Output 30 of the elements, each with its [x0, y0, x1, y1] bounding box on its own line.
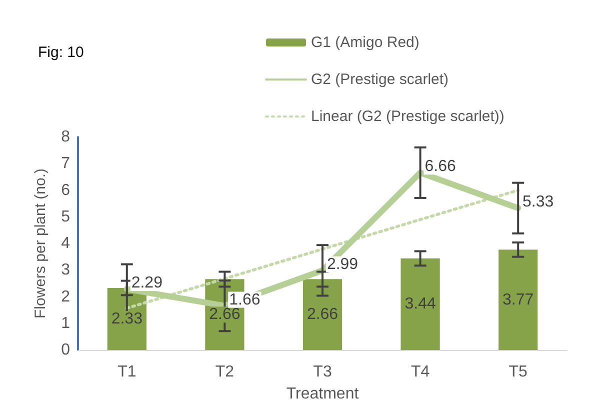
x-tick-label: T2 — [215, 364, 234, 380]
chart-title: Fig: 10 — [38, 44, 84, 61]
y-tick-label: 0 — [61, 342, 70, 358]
x-axis-title: Treatment — [286, 386, 360, 402]
x-tick-label: T1 — [118, 364, 136, 380]
y-tick-label: 8 — [61, 128, 70, 146]
y-tick-label: 2 — [61, 288, 70, 306]
x-tick-label: T3 — [313, 364, 332, 380]
legend-label: Linear (G2 (Prestige scarlet)) — [311, 108, 504, 125]
data-label: 6.66 — [424, 158, 456, 176]
x-tick-label: T5 — [508, 364, 528, 380]
x-tick-label: T4 — [410, 364, 430, 380]
y-tick-label: 5 — [61, 208, 70, 226]
y-tick-label: 1 — [61, 314, 70, 332]
data-label: 5.33 — [522, 194, 554, 211]
data-label: 2.29 — [131, 274, 163, 292]
y-tick-label: 3 — [61, 262, 70, 279]
y-axis-title: Flowers per plant (no.) — [32, 168, 49, 319]
y-tick-label: 6 — [61, 182, 70, 199]
data-label: 3.44 — [404, 296, 436, 313]
data-label: 2.33 — [111, 310, 143, 328]
data-label: 2.66 — [209, 306, 240, 324]
data-label: 1.66 — [229, 291, 260, 308]
y-tick-label: 4 — [61, 235, 70, 252]
data-label: 2.66 — [306, 306, 338, 324]
legend-label: G1 (Amigo Red) — [311, 34, 420, 51]
data-label: 3.77 — [502, 291, 534, 308]
y-tick-label: 7 — [61, 155, 70, 172]
data-label: 2.99 — [326, 256, 358, 273]
legend-label: G2 (Prestige scarlet) — [311, 71, 449, 88]
